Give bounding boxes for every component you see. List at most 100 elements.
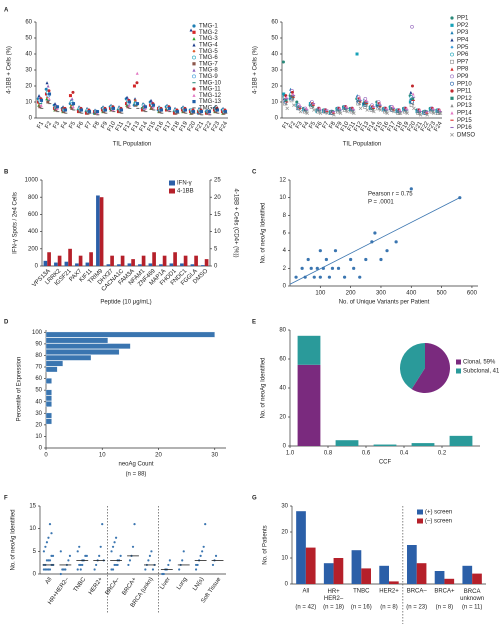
bar [159,264,163,266]
point [438,108,442,112]
bar-segment [297,364,321,446]
x-tick-sublabel: (n = 8) [436,605,454,611]
x-axis-label: CCF [379,460,392,466]
y-tick-label: 5 [214,246,218,252]
bar [85,262,90,266]
x-tick-label: F18 [393,120,404,133]
x-axis-label: TIL Population [113,142,151,148]
point [167,563,170,567]
point [364,257,368,262]
point [79,563,82,567]
point [351,110,355,114]
point [385,249,389,253]
legend-label: TMG-11 [199,87,221,93]
legend-label: PP8 [457,67,469,73]
x-tick-label: F2 [288,120,297,130]
point [309,266,313,270]
point [450,45,454,49]
point [48,523,52,526]
point [68,94,72,98]
point [318,106,322,110]
bar [305,547,316,584]
point [45,97,49,101]
y-tick-label: 10 [25,100,32,106]
point [450,132,454,137]
point [450,104,454,108]
point [291,97,295,101]
point [432,111,436,115]
point [76,568,79,571]
point [306,257,310,262]
point [61,568,64,571]
x-axis-label: TIL Population [343,142,381,148]
point [110,550,113,553]
point [305,109,309,111]
bar [120,255,125,266]
x-tick-label: TNBC [353,589,370,595]
point [200,110,204,114]
point [71,105,75,109]
point [450,38,454,42]
point [412,106,416,111]
x-axis-label: neoAg Count [118,462,153,468]
x-tick-label: 600 [467,291,478,297]
point [285,95,288,99]
point [216,112,220,114]
y-tick-label: 0 [283,284,287,290]
bar [379,565,389,584]
x-tick-label: F23 [211,120,222,133]
bar [201,265,205,266]
y-tick-label: 30 [35,411,42,417]
x-tick-label: 1.0 [286,451,295,457]
bar-segment [373,444,397,446]
x-axis-label: No. of Unique Variants per Patient [339,300,430,306]
x-tick-label: BRCA+ [434,589,455,595]
y-tick-label: 70 [35,365,42,371]
panel-label: A [4,8,9,14]
point [44,87,48,91]
x-tick-label: F10 [107,120,118,133]
point [312,103,316,105]
point [315,266,319,270]
bar [54,262,58,266]
y-tick-label: 80 [279,328,286,334]
y-tick-label: 50 [35,388,42,394]
x-tick-label: HER2+ [379,589,399,595]
point [81,563,84,567]
point [192,82,196,84]
legend-label: TMG-4 [199,42,218,48]
point [192,87,196,91]
x-tick-label: BRCA unknown [460,589,484,602]
point [450,126,454,129]
point [200,114,204,116]
point [385,106,388,110]
bar [96,195,100,266]
x-tick-label: 300 [376,291,387,297]
point [184,112,188,114]
point [385,109,389,111]
point [124,102,128,106]
legend-swatch [417,518,423,524]
x-tick-label: 0.2 [438,451,447,457]
legend-label: PP13 [457,103,472,109]
point [44,92,48,96]
y-tick-label: 600 [28,212,39,218]
point [450,23,454,27]
y-axis-label: No. of Patients [263,525,269,564]
panel-label: C [252,170,257,176]
point [318,111,323,115]
point [194,568,198,571]
y-tick-label: 60 [271,20,278,26]
point [184,108,188,112]
bar [323,563,334,584]
point [119,554,122,557]
x-tick-label: F20 [187,120,198,133]
bar [45,331,215,338]
point [201,550,204,553]
x-tick-sublabel: (n = 11) [462,605,482,611]
y-axis-label: IFN-γ Spots / 2e4 Cells [13,192,19,254]
bar [45,395,52,402]
point [311,104,315,106]
y-axis-label: No. of neoAg Identified [261,357,267,418]
x-tick-label: F17 [163,120,174,133]
